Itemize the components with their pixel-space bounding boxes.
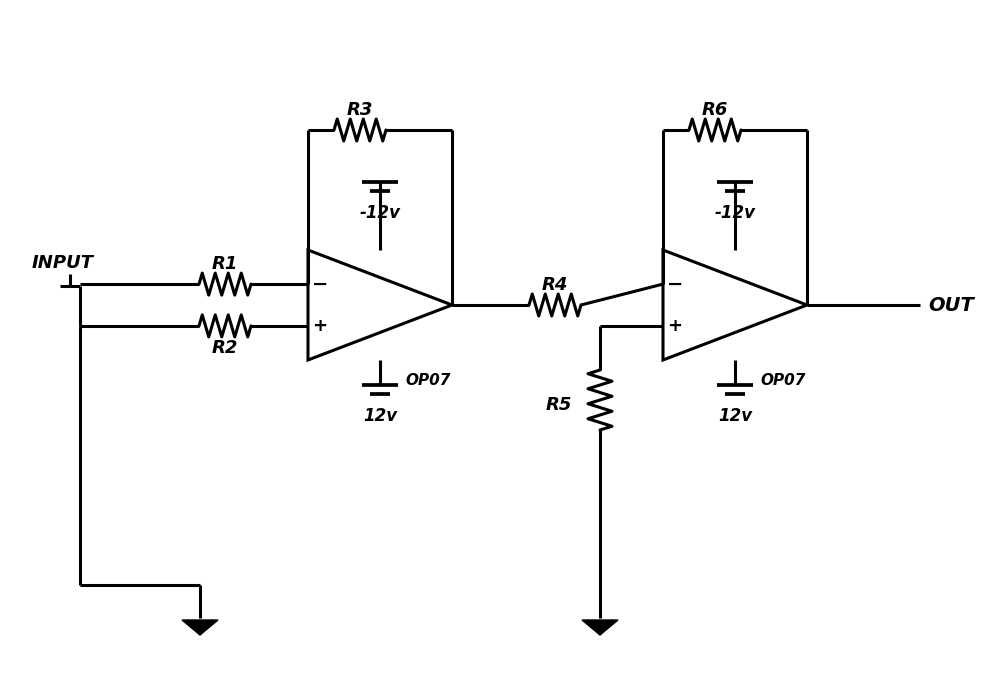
Text: +: + xyxy=(312,317,328,335)
Text: −: − xyxy=(312,275,328,294)
Text: −: − xyxy=(667,275,683,294)
Text: R5: R5 xyxy=(546,396,572,414)
Polygon shape xyxy=(582,620,618,635)
Text: +: + xyxy=(668,317,682,335)
Text: R2: R2 xyxy=(212,339,238,357)
Text: R4: R4 xyxy=(542,276,568,294)
Text: R1: R1 xyxy=(212,255,238,273)
Text: -12v: -12v xyxy=(714,204,756,222)
Text: INPUT: INPUT xyxy=(32,254,94,272)
Text: OP07: OP07 xyxy=(405,373,450,388)
Text: R3: R3 xyxy=(347,101,373,119)
Text: OP07: OP07 xyxy=(760,373,805,388)
Text: R6: R6 xyxy=(702,101,728,119)
Text: -12v: -12v xyxy=(360,204,400,222)
Text: OUT: OUT xyxy=(928,295,974,315)
Text: 12v: 12v xyxy=(718,407,752,425)
Text: 12v: 12v xyxy=(363,407,397,425)
Polygon shape xyxy=(182,620,218,635)
